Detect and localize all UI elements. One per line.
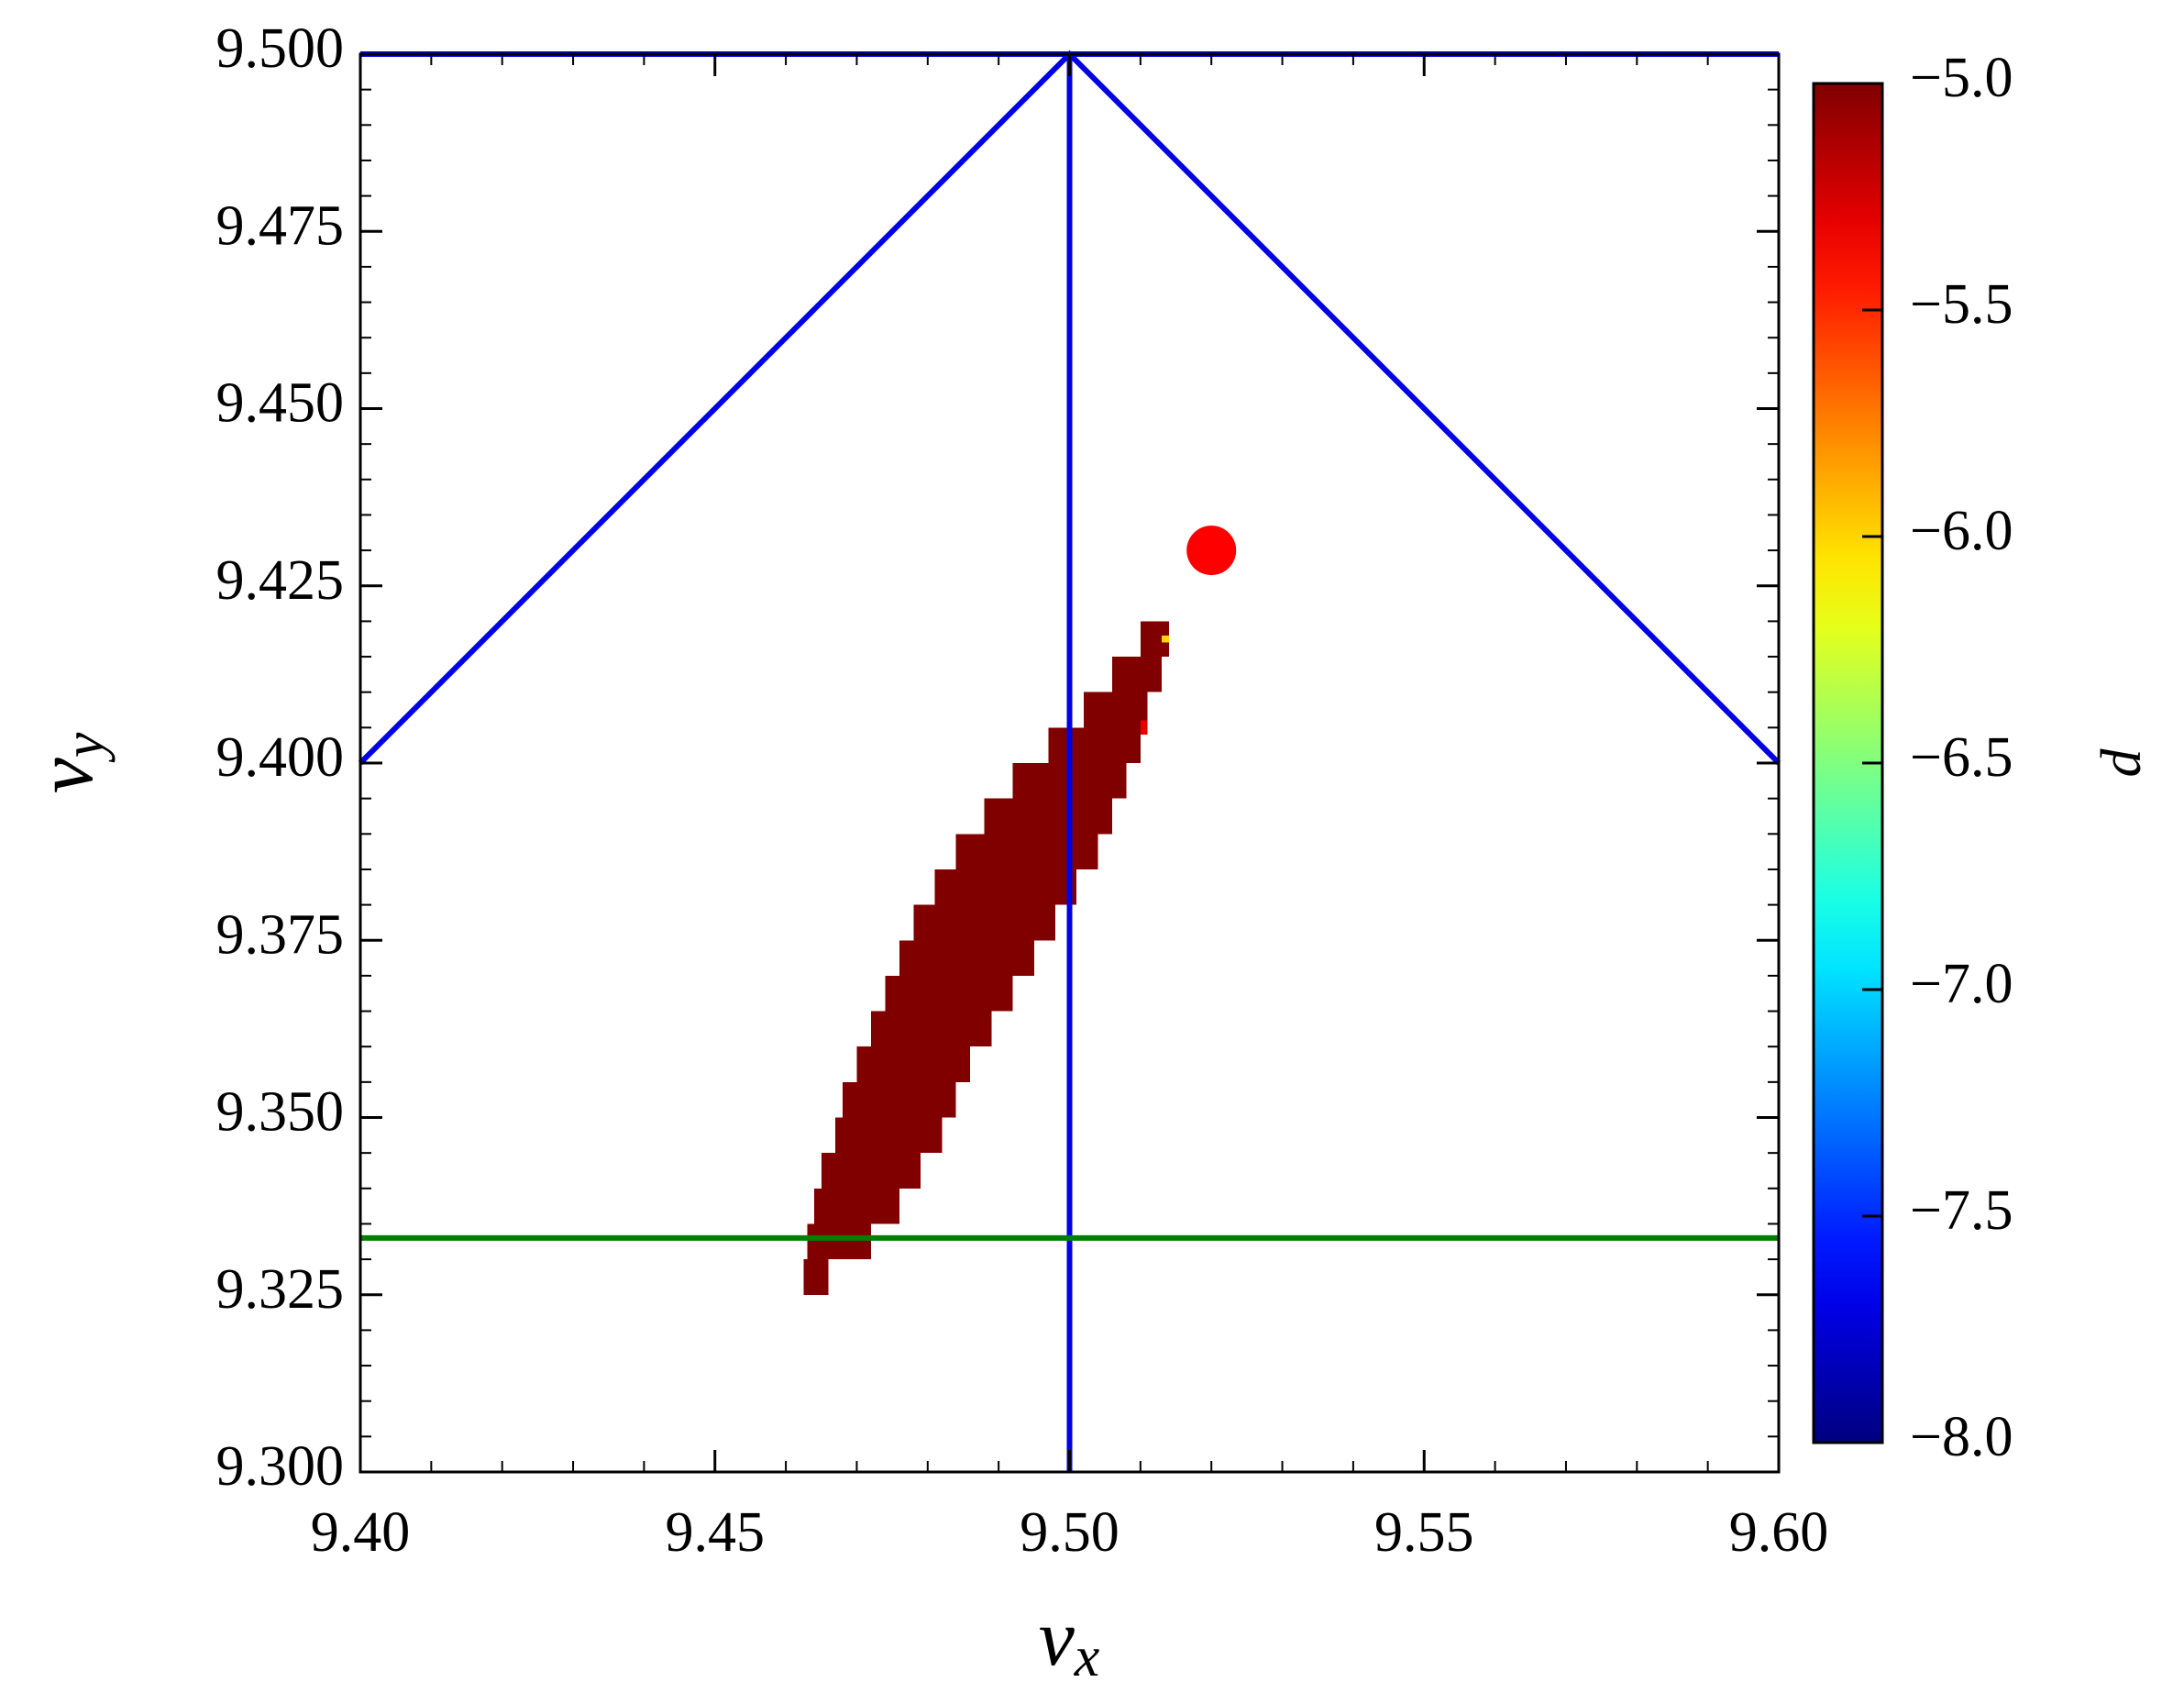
y-tick-label: 9.325 [216, 1258, 345, 1321]
colorbar-tick-label: −7.0 [1910, 953, 2013, 1015]
y-tick-label: 9.475 [216, 194, 345, 257]
heatmap-cell [821, 1153, 921, 1189]
colorbar-tick-label: −7.5 [1910, 1179, 2013, 1242]
y-tick-label: 9.300 [216, 1435, 345, 1498]
y-tick-label: 9.450 [216, 372, 345, 435]
heatmap-cell [934, 869, 1077, 905]
heatmap-cell [835, 1117, 943, 1154]
colorbar-tick-label: −5.5 [1910, 273, 2013, 336]
y-axis-label: νy [21, 732, 116, 793]
colorbar-tick-label: −5.0 [1910, 47, 2013, 109]
heatmap-cell [1111, 657, 1163, 692]
heatmap-cell [1140, 720, 1148, 736]
heatmap-cell [842, 1081, 956, 1118]
y-tick-label: 9.400 [216, 726, 345, 789]
x-label-subscript: x [1074, 1626, 1100, 1688]
y-label-subscript: y [53, 732, 116, 763]
heatmap-cell [807, 1223, 871, 1260]
heatmap-cell [899, 940, 1034, 976]
colorbar-tick-label: −8.0 [1910, 1406, 2013, 1468]
y-tick-label: 9.350 [216, 1081, 345, 1144]
heatmap-cell [1162, 635, 1169, 643]
colorbar-tick-label: −6.0 [1910, 500, 2013, 562]
y-tick-label: 9.375 [216, 903, 345, 966]
y-label-symbol: ν [21, 757, 110, 793]
colorbar-label: d [2090, 748, 2153, 778]
x-tick-label: 9.50 [1020, 1501, 1120, 1564]
working-point [1186, 526, 1237, 576]
x-tick-label: 9.45 [666, 1501, 766, 1564]
x-tick-label: 9.55 [1374, 1501, 1474, 1564]
x-tick-label: 9.40 [311, 1501, 411, 1564]
x-axis-label: νx [1039, 1594, 1100, 1688]
y-tick-label: 9.500 [216, 17, 345, 80]
y-tick-label: 9.425 [216, 549, 345, 612]
heatmap-cell [803, 1259, 829, 1295]
x-label-symbol: ν [1039, 1594, 1075, 1683]
heatmap-cell [955, 834, 1098, 869]
heatmap-cell [984, 798, 1112, 835]
heatmap-cell [913, 904, 1056, 941]
x-tick-label: 9.60 [1729, 1501, 1829, 1564]
heatmap-cell [1083, 692, 1148, 728]
heatmap-cell [814, 1188, 899, 1224]
heatmap-cell [885, 975, 1013, 1012]
heatmap-cell [856, 1046, 971, 1082]
heatmap-cell [1048, 727, 1141, 763]
colorbar-tick-label: −6.5 [1910, 726, 2013, 789]
heatmap-cell [870, 1011, 992, 1047]
